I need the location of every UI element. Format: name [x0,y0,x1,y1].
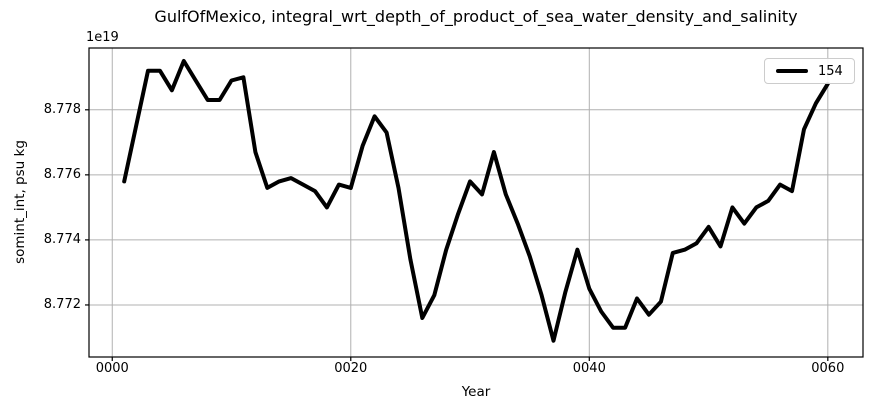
x-axis-label: Year [461,384,491,400]
y-axis-offset-label: 1e19 [86,30,119,45]
chart-title: GulfOfMexico, integral_wrt_depth_of_prod… [154,7,798,26]
y-tick-label: 8.772 [43,296,81,312]
axes-frame [88,47,864,358]
y-tick-label: 8.776 [43,166,81,182]
y-tick-label: 8.778 [43,101,81,117]
x-tick-label: 0040 [572,361,606,376]
data-line [122,59,830,343]
x-tick-label: 0000 [95,361,129,376]
legend: 154 [764,58,855,84]
legend-label: 154 [818,63,843,79]
y-tick-label: 8.774 [43,231,81,247]
x-tick-label: 0020 [334,361,368,376]
legend-line-swatch [776,69,808,73]
x-tick-label: 0060 [811,361,845,376]
